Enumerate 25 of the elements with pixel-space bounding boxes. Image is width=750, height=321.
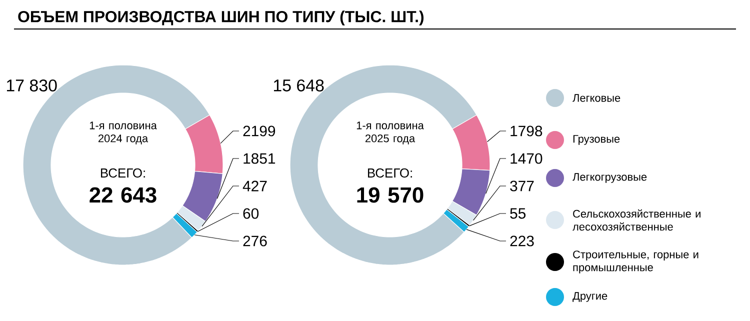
legend-label: Легкогрузовые (572, 173, 647, 183)
text: ВСЕГО: (100, 168, 145, 178)
legend-label: Грузовые (573, 135, 620, 145)
data-label: 276 (243, 236, 267, 246)
legend-label: Строительные, горные и промышленные (573, 250, 698, 274)
data-label: 1470 (510, 153, 542, 164)
data-label: 60 (243, 208, 259, 219)
text: 19 570 (357, 187, 424, 203)
data-label: 1798 (510, 126, 542, 136)
legend-label: Сельскохозяйственные и лесохозяйственные (572, 209, 700, 231)
text: 22 643 (90, 187, 156, 203)
chart-title: ОБЪЕМ ПРОИЗВОДСТВА ШИН ПО ТИПУ (ТЫС. ШТ.) (18, 10, 424, 26)
text: 1-я половина 2024 года (90, 122, 157, 144)
data-label: 15 648 (274, 79, 324, 92)
text: 1-я половина 2025 года (356, 122, 424, 144)
data-label: 223 (510, 236, 534, 246)
data-label: 377 (510, 180, 534, 192)
data-label: 55 (510, 208, 526, 219)
legend-label: Легковые (572, 94, 620, 102)
data-label: 2199 (243, 126, 276, 136)
data-label: 1851 (244, 153, 276, 164)
text: ВСЕГО: (368, 168, 412, 178)
data-label: 17 830 (6, 79, 57, 92)
legend-label: Другие (572, 292, 608, 302)
data-label: 427 (242, 180, 267, 192)
